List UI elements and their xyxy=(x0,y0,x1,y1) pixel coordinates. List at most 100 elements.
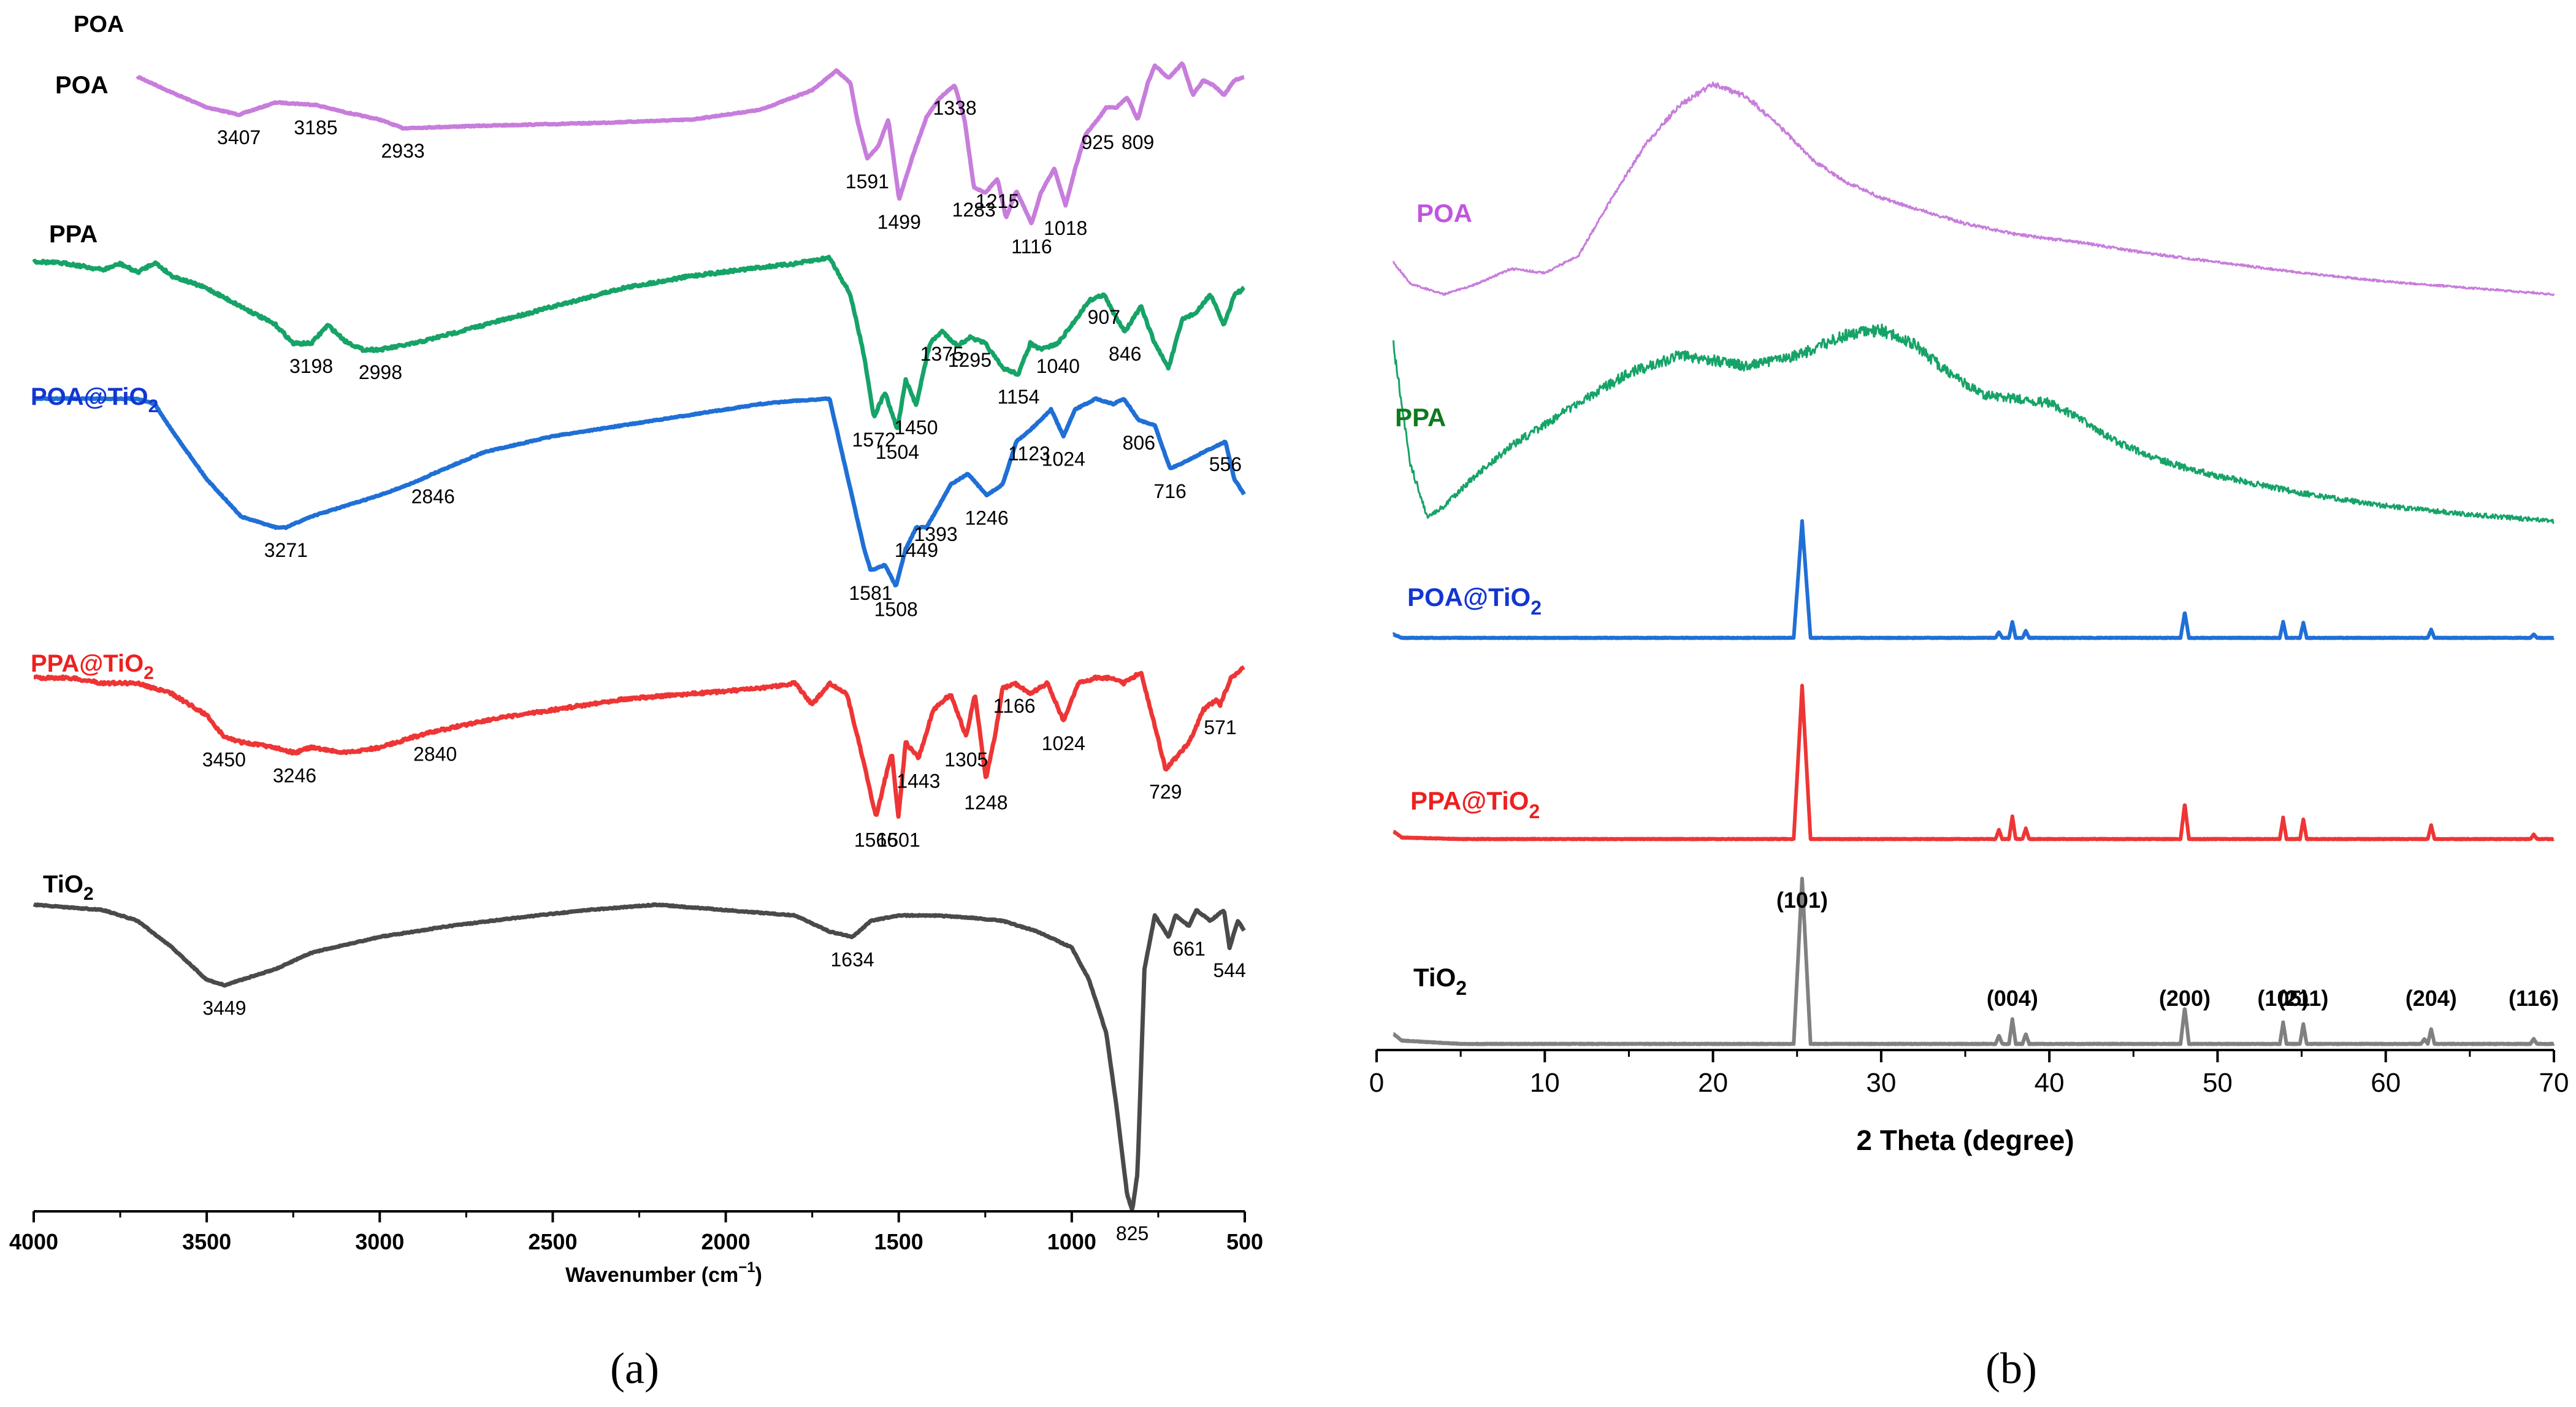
ftir-peak-label-4-3: 661 xyxy=(1172,938,1205,960)
xrd-peak-label-3: (105) xyxy=(2257,986,2309,1011)
ftir-peak-label-0-6: 1283 xyxy=(952,199,996,221)
xrd-x-tick-label: 70 xyxy=(2539,1068,2569,1098)
ftir-x-tick-label: 3500 xyxy=(182,1229,231,1254)
ftir-peak-label-3-9: 1024 xyxy=(1042,732,1085,754)
ftir-x-tick-label: 2500 xyxy=(528,1229,577,1254)
ftir-trace-3 xyxy=(32,665,1245,819)
ftir-peak-label-1-10: 846 xyxy=(1109,343,1141,365)
xrd-peak-label-0: (101) xyxy=(1776,888,1828,913)
ftir-peak-label-0-3: 1591 xyxy=(846,171,889,193)
ftir-peak-label-1-2: 1572 xyxy=(852,429,895,451)
ftir-trace-0 xyxy=(136,61,1245,226)
xrd-x-axis-title: 2 Theta (degree) xyxy=(1856,1124,2074,1156)
ftir-peak-label-4-0: 3449 xyxy=(202,997,246,1019)
ftir-peak-label-1-1: 2998 xyxy=(359,361,402,383)
ftir-peak-label-1-6: 1295 xyxy=(948,349,992,371)
ftir-peak-label-2-8: 1024 xyxy=(1042,448,1085,470)
ftir-peak-label-0-11: 809 xyxy=(1122,131,1154,153)
xrd-series-label-0: POA xyxy=(1416,199,1472,228)
ftir-x-tick-label: 4000 xyxy=(9,1229,58,1254)
ftir-peak-label-3-6: 1305 xyxy=(944,748,988,770)
ftir-x-axis-title: Wavenumber (cm−1) xyxy=(565,1259,762,1287)
ftir-peak-label-3-4: 1501 xyxy=(877,829,920,851)
ftir-series-label-1: PPA xyxy=(49,221,97,248)
ftir-peak-label-1-7: 1154 xyxy=(998,386,1040,408)
ftir-trace-2 xyxy=(32,396,1246,588)
ftir-peak-label-2-0: 3271 xyxy=(264,539,308,561)
xrd-x-tick-label: 0 xyxy=(1369,1068,1384,1098)
ftir-x-tick-label: 500 xyxy=(1226,1229,1263,1254)
ftir-series-label-3: PPA@TiO2 xyxy=(31,650,154,683)
xrd-trace-2 xyxy=(1392,519,2555,640)
ftir-peak-label-0-4: 1499 xyxy=(877,211,921,233)
ftir-peak-label-0-9: 1018 xyxy=(1044,217,1087,239)
ftir-x-tick-label: 3000 xyxy=(355,1229,404,1254)
ftir-x-tick-label: 2000 xyxy=(701,1229,751,1254)
ftir-peak-label-3-5: 1443 xyxy=(896,770,940,792)
ftir-peak-label-0-0: 3407 xyxy=(217,126,261,148)
ftir-peak-label-0-8: 1116 xyxy=(1011,236,1052,258)
ftir-peak-label-2-9: 806 xyxy=(1123,432,1155,454)
caption-a: (a) xyxy=(610,1344,659,1393)
ftir-series-label-2: POA@TiO2 xyxy=(31,383,158,416)
ftir-peak-label-1-0: 3198 xyxy=(289,355,333,377)
ftir-peak-label-1-8: 1040 xyxy=(1036,355,1080,377)
caption-b: (b) xyxy=(1986,1344,2037,1393)
ftir-peak-label-2-1: 2846 xyxy=(411,486,455,508)
ftir-peak-label-3-7: 1248 xyxy=(964,791,1007,813)
xrd-x-tick-label: 40 xyxy=(2035,1068,2065,1098)
ftir-series-label-4: TiO2 xyxy=(43,871,94,904)
xrd-peak-label-2: (200) xyxy=(2159,986,2211,1011)
ftir-peak-label-2-5: 1393 xyxy=(914,523,957,545)
ftir-series-label-0: POA xyxy=(55,72,109,99)
ftir-peak-label-3-8: 1166 xyxy=(993,695,1036,717)
ftir-x-tick-label: 1500 xyxy=(874,1229,923,1254)
ftir-peak-label-0-1: 3185 xyxy=(294,117,337,139)
ftir-peak-label-3-1: 3246 xyxy=(273,765,316,787)
ftir-peak-label-4-2: 825 xyxy=(1116,1222,1148,1244)
ftir-peak-label-2-4: 1449 xyxy=(895,539,938,561)
ftir-peak-label-0-7: 1215 xyxy=(976,190,1019,212)
ftir-peak-label-3-3: 1566 xyxy=(854,829,898,851)
ftir-peak-label-2-10: 716 xyxy=(1153,480,1186,502)
ftir-peak-label-0-10: 925 xyxy=(1081,131,1114,153)
header-label: POA xyxy=(74,12,124,37)
xrd-series-label-1: PPA xyxy=(1395,403,1446,432)
xrd-peak-label-1: (004) xyxy=(1987,986,2038,1011)
xrd-series-label-4: TiO2 xyxy=(1413,963,1467,999)
ftir-trace-1 xyxy=(32,255,1245,431)
xrd-series-label-2: POA@TiO2 xyxy=(1407,583,1542,619)
ftir-peak-label-3-2: 2840 xyxy=(413,743,457,765)
xrd-trace-1 xyxy=(1392,323,2555,524)
ftir-peak-label-0-5: 1338 xyxy=(933,97,977,119)
ftir-peak-label-0-2: 2933 xyxy=(381,140,424,162)
ftir-peak-label-4-1: 1634 xyxy=(831,949,874,971)
ftir-peak-label-2-3: 1508 xyxy=(874,598,918,620)
ftir-peak-label-2-2: 1581 xyxy=(849,582,892,604)
ftir-peak-label-3-10: 729 xyxy=(1149,781,1182,803)
ftir-x-tick-label: 1000 xyxy=(1047,1229,1096,1254)
ftir-peak-label-1-4: 1450 xyxy=(894,416,938,439)
xrd-x-tick-label: 20 xyxy=(1698,1068,1728,1098)
ftir-peak-label-1-5: 1375 xyxy=(920,343,964,365)
xrd-x-tick-label: 60 xyxy=(2371,1068,2401,1098)
xrd-trace-4 xyxy=(1392,876,2555,1046)
xrd-x-tick-label: 10 xyxy=(1530,1068,1560,1098)
ftir-peak-label-3-11: 571 xyxy=(1204,716,1236,738)
ftir-peak-label-1-9: 907 xyxy=(1088,306,1120,328)
ftir-peak-label-2-7: 1123 xyxy=(1008,443,1050,465)
xrd-x-tick-label: 50 xyxy=(2203,1068,2233,1098)
xrd-trace-0 xyxy=(1392,81,2555,296)
ftir-peak-label-2-6: 1246 xyxy=(965,507,1008,529)
xrd-peak-label-6: (116) xyxy=(2509,986,2559,1011)
ftir-peak-label-4-4: 544 xyxy=(1213,959,1245,981)
ftir-peak-label-3-0: 3450 xyxy=(202,748,246,770)
xrd-x-tick-label: 30 xyxy=(1866,1068,1896,1098)
xrd-peak-label-4: (211) xyxy=(2278,986,2328,1011)
panel-b-xrd-chart: POA PPA POA@TiO2 PPA@TiO2 TiO2 (101) (004) (200… xyxy=(1369,81,2569,1393)
ftir-peak-label-1-3: 1504 xyxy=(876,441,919,463)
xrd-series-label-3: PPA@TiO2 xyxy=(1410,786,1540,822)
xrd-trace-3 xyxy=(1392,683,2555,842)
xrd-peak-label-5: (204) xyxy=(2406,986,2457,1011)
